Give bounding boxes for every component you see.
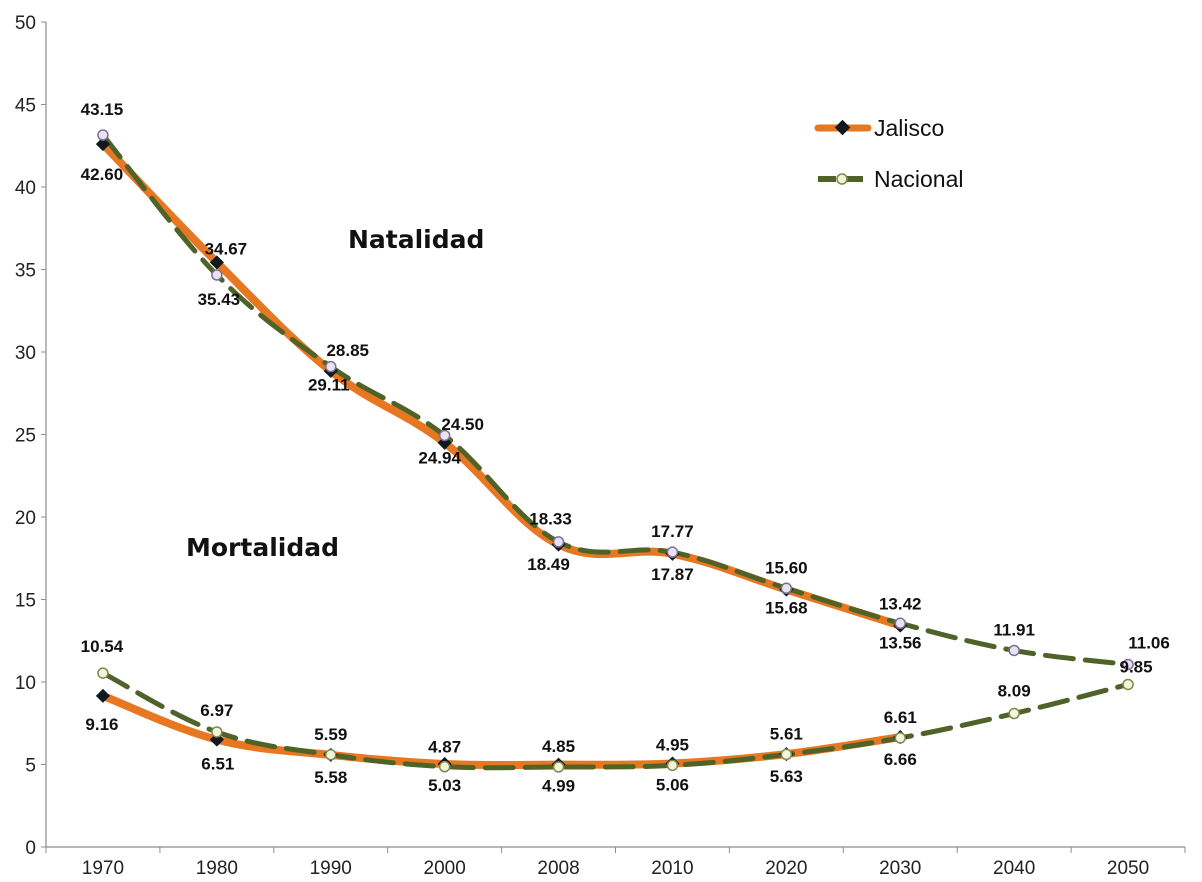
marker-nacional-natalidad — [211, 269, 223, 281]
data-label-jalisco-mortalidad: 4.99 — [542, 777, 575, 796]
data-label-nacional-mortalidad: 10.54 — [81, 637, 124, 656]
markers-layer — [95, 129, 1134, 773]
data-label-jalisco-natalidad: 13.42 — [879, 595, 922, 614]
x-tick-label: 2010 — [651, 858, 693, 879]
legend-marker-jalisco — [834, 119, 851, 136]
marker-nacional-mortalidad — [325, 749, 337, 761]
marker-nacional-natalidad — [1122, 658, 1134, 671]
data-label-jalisco-mortalidad: 5.58 — [314, 768, 347, 787]
data-label-nacional-mortalidad: 4.87 — [428, 738, 461, 757]
data-label-nacional-natalidad: 11.06 — [1128, 634, 1170, 653]
marker-nacional-mortalidad — [894, 732, 906, 744]
data-label-nacional-natalidad: 11.91 — [993, 620, 1035, 639]
data-label-jalisco-mortalidad: 6.51 — [201, 755, 234, 774]
data-label-jalisco-mortalidad: 6.66 — [884, 750, 917, 769]
data-label-nacional-natalidad: 24.94 — [418, 448, 461, 467]
x-tick-label: 2008 — [537, 858, 579, 879]
data-label-jalisco-mortalidad: 5.03 — [428, 776, 461, 795]
data-label-nacional-natalidad: 13.56 — [879, 633, 922, 652]
data-label-nacional-natalidad: 18.49 — [527, 555, 570, 574]
data-label-nacional-mortalidad: 6.97 — [200, 701, 233, 720]
data-label-nacional-natalidad: 29.11 — [308, 376, 350, 395]
annotation-natalidad: Natalidad — [348, 225, 484, 254]
data-label-nacional-natalidad: 15.68 — [765, 598, 808, 617]
x-tick-label: 2040 — [993, 858, 1035, 879]
legend-label-jalisco: Jalisco — [874, 115, 944, 141]
marker-nacional-natalidad — [325, 360, 337, 373]
data-label-nacional-mortalidad: 4.85 — [542, 737, 575, 756]
marker-nacional-mortalidad — [780, 748, 793, 761]
marker-nacional-natalidad — [666, 546, 679, 558]
data-labels: 42.60 34.67 28.85 24.50 18.33 17.77 15.60 13.42… — [81, 100, 1170, 796]
data-label-jalisco-natalidad: 18.33 — [529, 510, 572, 529]
data-label-nacional-natalidad: 43.15 — [81, 100, 124, 119]
data-label-jalisco-natalidad: 15.60 — [765, 559, 808, 578]
x-tick-label: 2020 — [765, 858, 807, 879]
y-tick-label: 30 — [15, 343, 36, 364]
marker-jalisco-natalidad — [209, 255, 224, 270]
series-line-nacional-natalidad — [100, 132, 1131, 668]
data-label-nacional-natalidad: 35.43 — [198, 290, 241, 309]
data-label-jalisco-natalidad: 28.85 — [326, 341, 369, 360]
data-label-nacional-mortalidad: 5.59 — [314, 725, 347, 744]
marker-nacional-natalidad — [438, 429, 451, 442]
legend: Jalisco Nacional — [814, 115, 964, 192]
y-tick-label: 25 — [15, 426, 36, 447]
x-tick-label: 2050 — [1107, 858, 1149, 879]
marker-nacional-mortalidad — [1008, 707, 1020, 720]
marker-nacional-mortalidad — [1122, 678, 1134, 691]
data-label-jalisco-natalidad: 24.50 — [441, 415, 484, 434]
x-tick-label: 2000 — [424, 858, 466, 879]
y-tick-label: 40 — [15, 178, 36, 199]
legend-label-nacional: Nacional — [874, 166, 964, 192]
x-tick-label: 1990 — [310, 858, 352, 879]
annotation-mortalidad: Mortalidad — [186, 533, 339, 562]
y-tick-label: 5 — [25, 756, 36, 777]
data-label-jalisco-natalidad: 34.67 — [205, 239, 248, 258]
legend-item-nacional: Nacional — [818, 166, 964, 192]
y-tick-label: 45 — [15, 96, 36, 117]
data-label-jalisco-natalidad: 42.60 — [81, 165, 124, 184]
data-label-nacional-mortalidad: 4.95 — [656, 735, 689, 754]
legend-item-jalisco: Jalisco — [814, 115, 944, 141]
x-tick-label: 1980 — [196, 858, 238, 879]
marker-nacional-mortalidad — [666, 759, 679, 772]
y-tick-label: 10 — [15, 673, 36, 694]
series-line-nacional-mortalidad — [100, 670, 1131, 771]
marker-nacional-natalidad — [97, 129, 109, 141]
marker-nacional-mortalidad — [211, 726, 223, 738]
marker-nacional-mortalidad — [97, 667, 109, 679]
y-tick-label: 0 — [25, 838, 36, 859]
marker-jalisco-mortalidad — [95, 688, 111, 703]
data-label-nacional-mortalidad: 8.09 — [998, 682, 1031, 701]
y-tick-label: 15 — [15, 591, 36, 612]
data-label-nacional-mortalidad: 9.85 — [1120, 657, 1153, 676]
marker-nacional-natalidad — [552, 536, 565, 548]
axes: 0 5 10 15 20 25 30 35 40 45 50 1970 1980 1990 2000 2008… — [15, 13, 1186, 879]
data-label-jalisco-mortalidad: 5.63 — [770, 767, 803, 786]
y-tick-label: 20 — [15, 508, 36, 529]
x-tick-label: 2030 — [879, 858, 921, 879]
data-label-nacional-mortalidad: 6.61 — [884, 708, 917, 727]
x-tick-label: 1970 — [82, 858, 124, 879]
series-layer — [98, 132, 1131, 771]
data-label-jalisco-mortalidad: 9.16 — [85, 715, 118, 734]
marker-nacional-mortalidad — [552, 761, 565, 773]
data-label-nacional-mortalidad: 5.61 — [770, 724, 803, 743]
marker-nacional-natalidad — [780, 582, 793, 595]
marker-nacional-mortalidad — [438, 760, 451, 773]
legend-marker-nacional — [836, 173, 848, 185]
marker-nacional-natalidad — [894, 617, 906, 630]
data-label-jalisco-mortalidad: 5.06 — [656, 776, 689, 795]
marker-nacional-natalidad — [1008, 644, 1020, 657]
data-label-nacional-natalidad: 17.87 — [651, 565, 694, 584]
data-label-jalisco-natalidad: 17.77 — [651, 522, 694, 541]
y-tick-label: 50 — [15, 13, 36, 34]
y-tick-label: 35 — [15, 261, 36, 282]
